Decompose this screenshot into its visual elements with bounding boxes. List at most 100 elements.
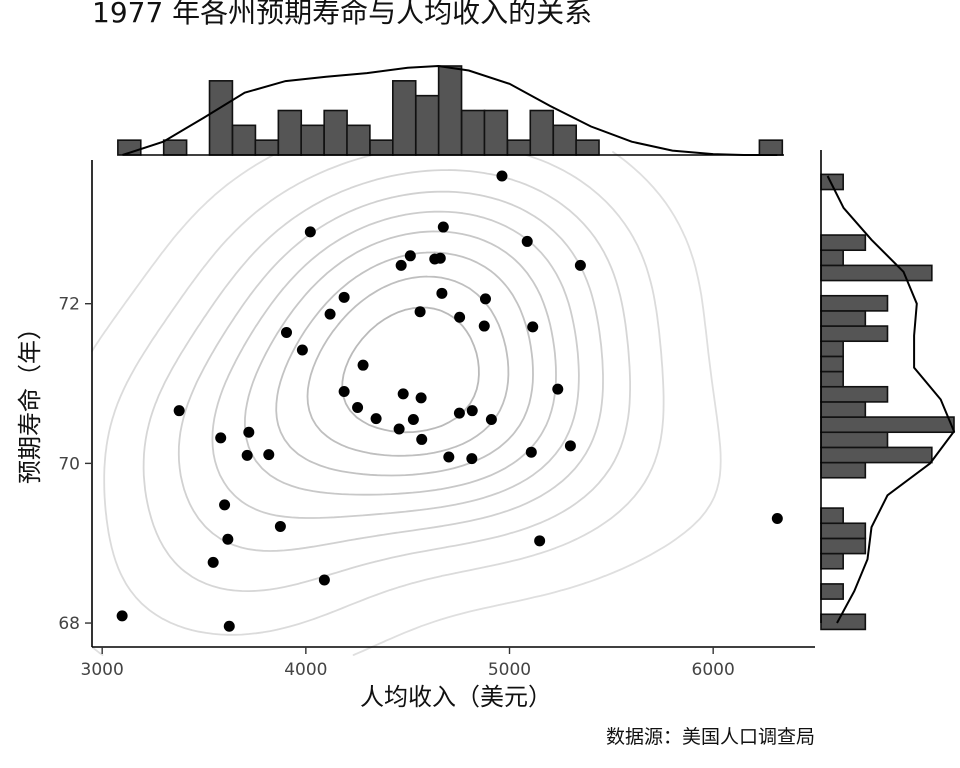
density-contours [91, 151, 722, 656]
data-point [352, 401, 364, 413]
y-tick-label: 72 [58, 295, 80, 315]
x-hist-bar [437, 65, 463, 156]
y-hist-bar [820, 325, 889, 343]
density-contour-line [103, 151, 665, 636]
density-contour-line [341, 306, 480, 434]
data-point [395, 259, 407, 271]
y-hist-bar [820, 522, 867, 540]
x-axis-title: 人均收入（美元） [360, 683, 552, 711]
y-hist-bar [820, 431, 889, 449]
y-hist-bar [820, 401, 867, 418]
caption: 数据源：美国人口调查局 [606, 726, 815, 748]
data-point [223, 620, 235, 632]
y-axis-title: 预期寿命（年） [16, 316, 44, 484]
data-point [274, 520, 286, 532]
data-point [527, 321, 539, 333]
data-point [357, 359, 369, 371]
y-hist-bar [820, 234, 867, 252]
y-hist-bar [820, 446, 933, 464]
y-hist-bar [820, 310, 867, 327]
x-hist-bar [277, 109, 303, 156]
data-point [296, 344, 308, 356]
y-hist-bar [820, 340, 844, 358]
data-point [207, 556, 219, 568]
data-point [436, 287, 448, 299]
x-hist-bar [552, 124, 578, 156]
y-hist-bar [820, 416, 955, 434]
data-point [318, 574, 330, 586]
x-tick-label: 4000 [284, 660, 327, 680]
marginal-y-histogram [820, 173, 955, 631]
data-point [564, 440, 576, 452]
y-hist-bar [820, 537, 867, 555]
data-point [443, 451, 455, 463]
data-point [453, 407, 465, 419]
density-contour-line [177, 190, 604, 552]
y-hist-bar [820, 385, 889, 403]
data-point [552, 383, 564, 395]
y-hist-bar [820, 613, 867, 631]
data-point [574, 259, 586, 271]
x-hist-bar [208, 80, 234, 156]
marginal-x-density-curve [122, 64, 778, 156]
density-contour-line [275, 251, 534, 477]
y-hist-bar [820, 461, 867, 479]
data-point [415, 392, 427, 404]
data-point [338, 291, 350, 303]
scatter-points [116, 170, 783, 632]
density-contour-line [211, 210, 580, 519]
data-point [241, 449, 253, 461]
y-hist-bar [820, 507, 844, 525]
x-hist-bar [254, 139, 280, 156]
data-point [414, 306, 426, 318]
x-hist-bar [506, 139, 532, 156]
data-point [219, 499, 231, 511]
data-point [478, 320, 490, 332]
density-contour-line [244, 230, 557, 496]
data-point [304, 226, 316, 238]
data-point [338, 386, 350, 398]
x-hist-bar [529, 109, 554, 156]
data-point [454, 311, 466, 323]
x-hist-bar [323, 109, 348, 156]
data-point [116, 610, 128, 622]
marginal-y-density-curve [826, 175, 956, 624]
x-axis-ticks: 3000 4000 5000 6000 [81, 647, 735, 680]
x-hist-bar [483, 109, 509, 156]
y-hist-bar [820, 552, 844, 570]
x-hist-bar [460, 109, 486, 156]
density-contour-line [91, 151, 722, 656]
data-point [534, 535, 546, 547]
y-tick-label: 68 [58, 614, 80, 634]
data-point [466, 453, 478, 465]
x-hist-bar [575, 139, 600, 156]
data-point [324, 308, 336, 320]
y-hist-bar [820, 583, 844, 600]
data-point [466, 405, 478, 417]
y-tick-label: 70 [58, 454, 80, 474]
x-hist-bar [415, 94, 440, 156]
data-point [215, 432, 227, 444]
x-hist-bar [231, 124, 257, 156]
data-point [407, 413, 419, 425]
data-point [479, 293, 491, 305]
y-hist-bar [820, 294, 889, 312]
data-point [521, 235, 533, 247]
data-point [222, 533, 234, 545]
data-point [173, 405, 185, 417]
data-point [263, 449, 275, 461]
y-axis-ticks: 68 70 72 [58, 295, 92, 634]
x-tick-label: 5000 [488, 660, 531, 680]
density-contour-line [142, 169, 631, 592]
y-hist-bar [820, 370, 844, 388]
x-tick-label: 3000 [81, 660, 124, 680]
data-point [437, 221, 449, 233]
y-hist-bar [820, 249, 844, 267]
x-hist-bar [758, 139, 784, 156]
x-hist-bar [162, 139, 188, 156]
x-hist-bar [346, 124, 371, 156]
data-point [485, 413, 497, 425]
x-hist-bar [300, 124, 325, 156]
data-point [370, 413, 382, 425]
